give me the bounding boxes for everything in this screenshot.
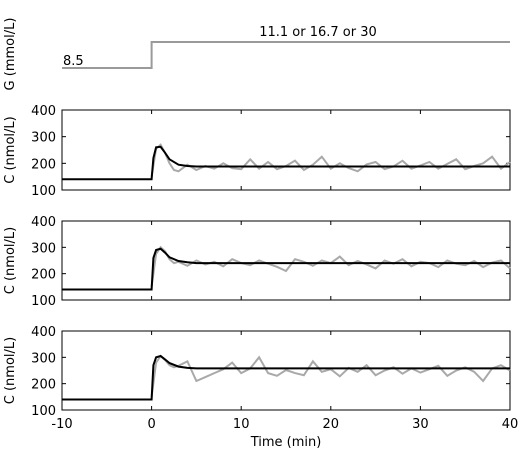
x-tick-label-30: 30 <box>412 417 429 432</box>
panel-1-model-line <box>62 145 510 181</box>
panel-2-ytick-label-300: 300 <box>31 241 56 256</box>
x-tick-label-40: 40 <box>502 417 519 432</box>
panel-2-ytick-label-200: 200 <box>31 268 56 283</box>
glucose-baseline-label: 8.5 <box>63 54 84 69</box>
x-tick-label-0: 0 <box>147 417 155 432</box>
panel-2-observed-line <box>150 245 511 287</box>
panel-2-y-axis-label: C (nmol/L) <box>3 227 18 294</box>
x-tick-label-20: 20 <box>323 417 340 432</box>
glucose-step-line <box>62 41 510 69</box>
panel-1-ytick-label-300: 300 <box>31 131 56 146</box>
x-tick-label-10: 10 <box>233 417 250 432</box>
x-tick-label--10: -10 <box>51 417 72 432</box>
panel-1-ytick-label-400: 400 <box>31 104 56 119</box>
panel-2-ytick-label-400: 400 <box>31 215 56 230</box>
panel-3-ytick-label-300: 300 <box>31 351 56 366</box>
panel-3-y-axis-label: C (nmol/L) <box>3 337 18 404</box>
x-axis-label: Time (min) <box>250 435 322 450</box>
panel-3-model-line <box>62 354 510 401</box>
panel-2-ytick-label-100: 100 <box>31 294 56 309</box>
panel-2-frame <box>61 220 511 301</box>
panel-1-observed-line <box>150 143 511 177</box>
panel-1-ytick-label-200: 200 <box>31 157 56 172</box>
panel-1-ytick-label-100: 100 <box>31 184 56 199</box>
panel-3-ytick-label-400: 400 <box>31 325 56 340</box>
panel-1-y-axis-label: C (nmol/L) <box>3 116 18 183</box>
panel-3-ytick-label-100: 100 <box>31 404 56 419</box>
panel-3-observed-line <box>150 354 511 397</box>
panel-2-model-line <box>62 247 510 291</box>
panel-1-frame <box>61 109 511 191</box>
glucose-step-label: 11.1 or 16.7 or 30 <box>259 25 377 40</box>
panel-3-ytick-label-200: 200 <box>31 378 56 393</box>
glucose-y-axis-label: G (mmol/L) <box>3 18 18 91</box>
